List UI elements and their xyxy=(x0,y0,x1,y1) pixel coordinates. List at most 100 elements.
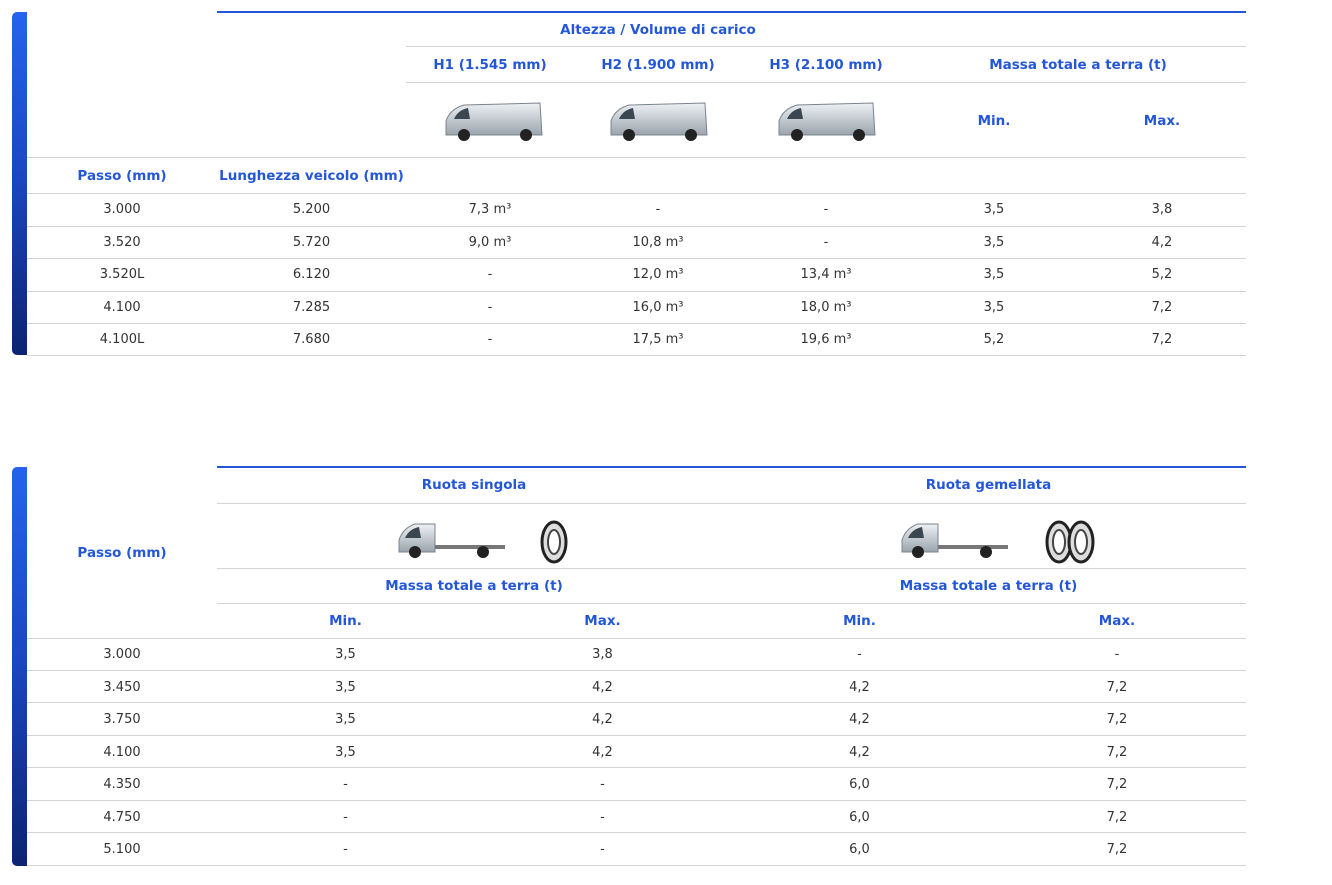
side-bar xyxy=(12,467,27,866)
row-border xyxy=(27,157,1246,158)
row-border xyxy=(27,800,1246,801)
row-border xyxy=(406,82,1246,83)
header-cell: H2 (1.900 mm) xyxy=(601,57,715,73)
cell: 3,5 xyxy=(335,712,356,727)
cell: 4,2 xyxy=(1151,234,1173,250)
row-border xyxy=(27,258,1246,259)
cell: 7,2 xyxy=(1106,744,1128,760)
header-cell: Passo (mm) xyxy=(77,544,167,561)
cell: 17,5 m³ xyxy=(632,331,684,347)
cell: 7.680 xyxy=(292,331,331,347)
cell: 7,2 xyxy=(1106,712,1128,727)
cab-icon xyxy=(398,523,505,558)
cell: 9,0 m³ xyxy=(468,234,512,250)
cell: 3,5 xyxy=(983,234,1005,250)
cell: 7,3 m³ xyxy=(468,202,512,217)
cell: - xyxy=(343,777,348,792)
cell: 19,6 m³ xyxy=(800,331,852,347)
header-cell: Min. xyxy=(977,112,1011,129)
cell: 3,5 xyxy=(335,647,356,662)
cell: 4,2 xyxy=(849,712,870,727)
cell: - xyxy=(823,234,829,250)
cell: - xyxy=(487,267,493,282)
cell: 3,5 xyxy=(983,202,1005,217)
top-border xyxy=(217,466,1246,468)
cell: 13,4 m³ xyxy=(800,267,852,282)
header-cell: Min. xyxy=(329,612,362,629)
cell: 7,2 xyxy=(1106,777,1128,792)
header-cell: Massa totale a terra (t) xyxy=(899,577,1078,594)
cell: 4.750 xyxy=(103,809,141,825)
cell: - xyxy=(857,647,862,662)
cell: 3.000 xyxy=(103,202,141,217)
header-cell: Max. xyxy=(1143,112,1181,129)
cell: 3.450 xyxy=(103,679,141,695)
cell: 3,8 xyxy=(592,647,613,662)
row-border xyxy=(217,568,1246,569)
cell: 6,0 xyxy=(849,809,870,825)
row-border xyxy=(27,323,1246,324)
cell: 4,2 xyxy=(849,679,870,695)
cell: 5,2 xyxy=(983,331,1005,347)
cell: 12,0 m³ xyxy=(632,267,684,282)
cab-icon xyxy=(901,523,1008,558)
cell: 4.100 xyxy=(103,299,141,315)
tyre-icon xyxy=(540,520,568,564)
cell: 4,2 xyxy=(849,744,870,760)
header-cell: Massa totale a terra (t) xyxy=(385,577,563,594)
header-cell: Lunghezza veicolo (mm) xyxy=(219,167,404,184)
cell: 5.720 xyxy=(292,234,331,250)
cell: 7,2 xyxy=(1106,842,1128,857)
header-cell: Massa totale a terra (t) xyxy=(989,57,1167,73)
van-icon xyxy=(610,102,708,141)
twin-tyre-icon xyxy=(1045,520,1095,564)
header-cell: Passo (mm) xyxy=(77,167,167,184)
cell: 3.000 xyxy=(103,647,141,662)
header-cell: Altezza / Volume di carico xyxy=(560,21,756,38)
cell: 4,2 xyxy=(592,712,613,727)
side-bar xyxy=(12,12,27,355)
cell: - xyxy=(487,331,493,347)
row-border xyxy=(27,638,1246,639)
cell: 4,2 xyxy=(592,744,613,760)
cell: 7,2 xyxy=(1106,679,1128,695)
cell: 3,5 xyxy=(335,744,356,760)
header-cell: H3 (2.100 mm) xyxy=(769,57,883,73)
cell: 7,2 xyxy=(1151,331,1173,347)
cell: 18,0 m³ xyxy=(800,299,852,315)
van-icon xyxy=(778,102,876,141)
van-icon xyxy=(445,102,543,141)
cell: 3.520L xyxy=(99,267,145,282)
header-cell: Min. xyxy=(843,612,876,629)
cell: 6.120 xyxy=(292,267,331,282)
cell: 7,2 xyxy=(1106,809,1128,825)
cell: 4,2 xyxy=(592,679,613,695)
cell: 3,8 xyxy=(1151,202,1173,217)
row-border xyxy=(27,735,1246,736)
cell: 3.520 xyxy=(103,234,141,250)
row-border xyxy=(217,503,1246,504)
cell: - xyxy=(600,842,605,857)
cell: 16,0 m³ xyxy=(632,299,684,315)
cell: - xyxy=(487,299,493,315)
cell: 4.100 xyxy=(103,744,141,760)
row-border xyxy=(27,670,1246,671)
row-border xyxy=(27,193,1246,194)
cell: 3.750 xyxy=(103,712,141,727)
row-border xyxy=(27,865,1246,866)
cell: 7,2 xyxy=(1151,299,1173,315)
cell: 3,5 xyxy=(983,267,1005,282)
row-border xyxy=(27,767,1246,768)
row-border xyxy=(27,291,1246,292)
row-border xyxy=(27,832,1246,833)
cell: 3,5 xyxy=(983,299,1005,315)
cell: - xyxy=(600,777,605,792)
cell: 4.100L xyxy=(99,331,145,347)
header-cell: Max. xyxy=(584,612,621,629)
cell: 5.200 xyxy=(292,202,331,217)
cell: 3,5 xyxy=(335,679,356,695)
cell: 10,8 m³ xyxy=(632,234,684,250)
header-cell: H1 (1.545 mm) xyxy=(433,57,547,73)
top-border xyxy=(217,11,1246,13)
